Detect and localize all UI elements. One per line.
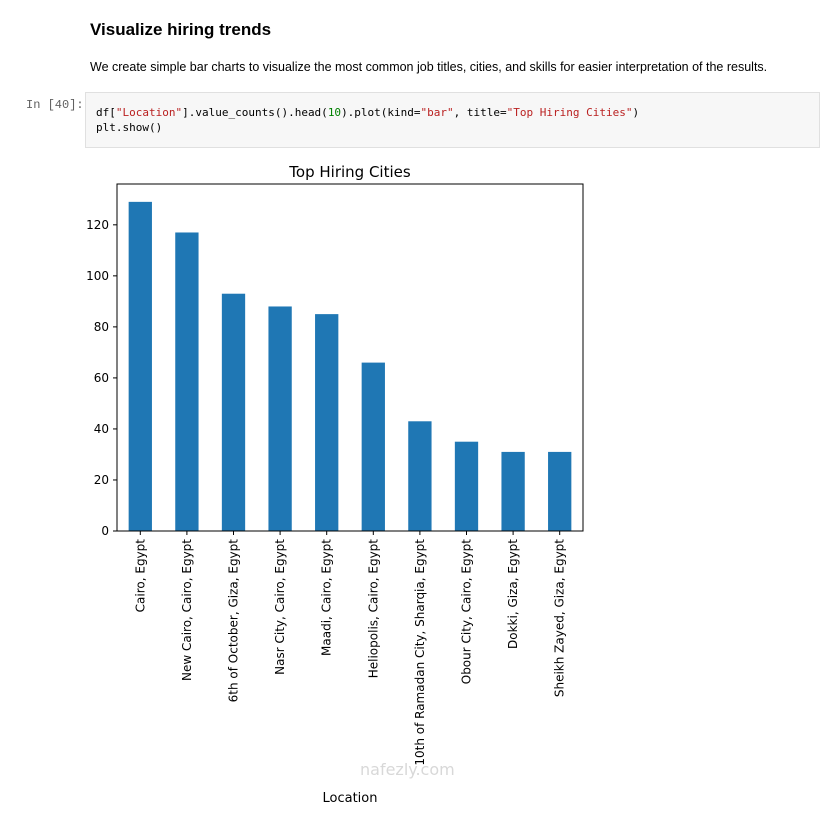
code-number: 10 <box>327 106 342 119</box>
section-heading: Visualize hiring trends <box>90 20 272 39</box>
x-tick-label: New Cairo, Cairo, Egypt <box>180 539 194 681</box>
code-string: "Location" <box>115 106 183 119</box>
bar <box>128 201 152 531</box>
code-token: ).plot(kind= <box>341 106 421 119</box>
section-description: We create simple bar charts to visualize… <box>90 60 768 74</box>
y-tick-label: 120 <box>86 218 109 232</box>
code-token: , title= <box>453 106 507 119</box>
bar <box>315 314 339 531</box>
code-token: df[ <box>96 106 116 119</box>
y-tick-label: 40 <box>94 422 109 436</box>
bar <box>221 293 246 531</box>
bar <box>408 421 432 531</box>
bar-chart: Cairo, Egypt New Cairo, Cairo, Egypt 6th o… <box>86 163 584 806</box>
y-tick-label: 20 <box>94 473 109 487</box>
bar <box>454 441 479 531</box>
code-cell[interactable]: df["Location"].value_counts().head(10).p… <box>85 92 820 148</box>
x-axis-label: Location <box>323 791 378 806</box>
bar <box>268 306 292 531</box>
x-tick-label: Sheikh Zayed, Giza, Egypt <box>553 539 567 697</box>
x-tick-label: Dokki, Giza, Egypt <box>506 539 520 649</box>
code-token: ) <box>632 106 640 119</box>
x-tick-label: 10th of Ramadan City, Sharqia, Egypt <box>413 539 427 766</box>
cell-prompt: In [40]: <box>26 98 84 112</box>
code-string: "bar" <box>420 106 454 119</box>
y-tick-label: 0 <box>101 524 109 538</box>
code-line: plt.show() <box>96 121 163 134</box>
code-string: "Top Hiring Cities" <box>506 106 633 119</box>
bar <box>175 232 199 531</box>
watermark: nafezly.com <box>360 760 455 779</box>
bar <box>501 451 525 531</box>
x-tick-label: Maadi, Cairo, Egypt <box>320 539 334 656</box>
bar <box>548 451 572 531</box>
x-tick-label: Obour City, Cairo, Egypt <box>460 539 474 685</box>
x-tick-label: Cairo, Egypt <box>133 539 147 613</box>
y-tick-label: 80 <box>94 320 109 334</box>
x-tick-label: Nasr City, Cairo, Egypt <box>273 539 287 675</box>
x-tick-label: 6th of October, Giza, Egypt <box>227 539 241 703</box>
code-token: ].value_counts().head( <box>182 106 328 119</box>
y-tick-label: 60 <box>94 371 109 385</box>
bar <box>361 362 385 531</box>
x-tick-label: Heliopolis, Cairo, Egypt <box>366 539 380 679</box>
plot-frame <box>116 183 584 532</box>
y-tick-label: 100 <box>86 269 109 283</box>
chart-title: Top Hiring Cities <box>288 163 411 181</box>
